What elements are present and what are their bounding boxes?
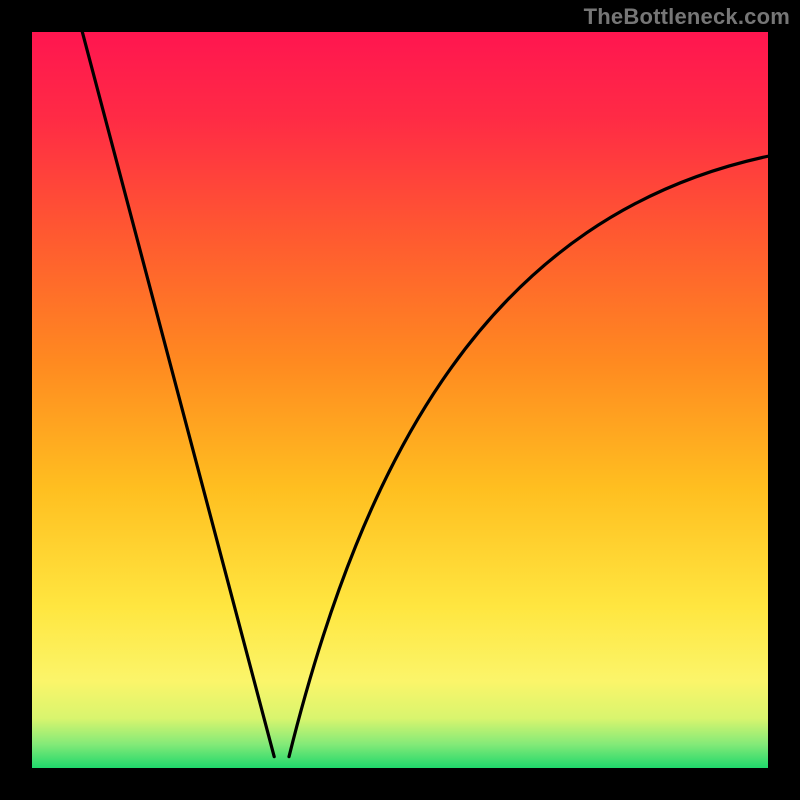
plot-background-gradient xyxy=(30,30,770,770)
watermark-label: TheBottleneck.com xyxy=(584,4,790,30)
bottleneck-chart xyxy=(0,0,800,800)
